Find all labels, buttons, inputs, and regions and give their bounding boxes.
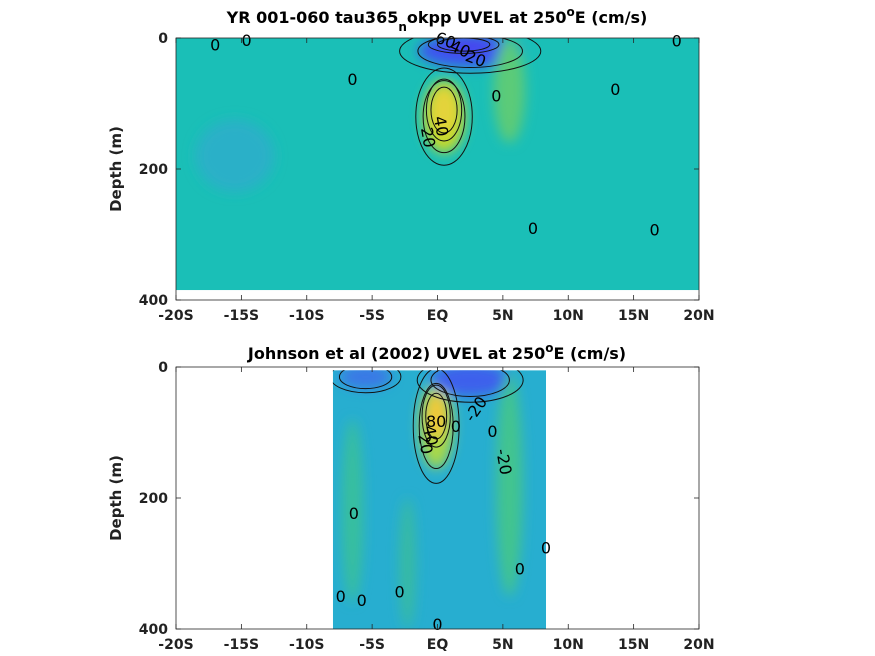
x-tick-label: -20S <box>158 637 193 653</box>
contour-label: 0 <box>672 31 682 50</box>
contour-line <box>422 80 466 154</box>
x-tick-label: 10N <box>553 637 584 653</box>
x-tick-label: 15N <box>618 308 649 324</box>
x-tick-label: 5N <box>492 308 513 324</box>
contour-line <box>427 38 500 54</box>
weak-east-feature <box>399 498 416 629</box>
westward-feature <box>339 370 392 389</box>
x-tick-label: 20N <box>683 637 714 653</box>
x-tick-label: EQ <box>427 637 449 653</box>
top-panel-ylabel: Depth (m) <box>107 126 125 212</box>
contour-line <box>437 38 491 52</box>
contour-label: 0 <box>649 221 659 240</box>
contour-line <box>425 392 448 440</box>
contour-label: 0 <box>487 422 497 441</box>
contour-label: 20 <box>414 432 436 455</box>
velocity-field <box>332 370 547 629</box>
contour-line <box>430 86 458 134</box>
contour-line <box>412 370 460 484</box>
contour-label: 0 <box>349 504 359 523</box>
y-tick-label: 200 <box>139 162 168 178</box>
contour-line <box>418 382 454 470</box>
bottom-panel: Johnson et al (2002) UVEL at 250oE (cm/s… <box>107 341 715 653</box>
contour-label: 0 <box>610 80 620 99</box>
weak-east-feature <box>342 419 363 603</box>
bottom-panel-title: Johnson et al (2002) UVEL at 250oE (cm/s… <box>247 341 626 363</box>
contour-label: 20 <box>417 126 439 149</box>
x-tick-label: 10N <box>553 308 584 324</box>
weak-west-feature <box>195 119 275 192</box>
contour-label: 0 <box>210 35 220 54</box>
contour-label: 0 <box>528 219 538 238</box>
contour-label: -20 <box>492 447 515 476</box>
x-tick-label: EQ <box>427 308 449 324</box>
contour-label: 0 <box>491 86 501 105</box>
contour-label: 40 <box>430 115 452 138</box>
contour-label: 0 <box>336 587 346 606</box>
westward-feature <box>437 38 490 52</box>
contour-label: 0 <box>242 31 252 50</box>
x-tick-label: -10S <box>289 637 324 653</box>
x-tick-label: -20S <box>158 308 193 324</box>
contour-line <box>416 370 524 403</box>
westward-feature <box>430 370 510 397</box>
velocity-field <box>176 38 699 291</box>
top-panel: YR 001-060 tau365nokpp UVEL at 250oE (cm… <box>107 5 715 324</box>
x-tick-label: -5S <box>359 308 385 324</box>
contour-line <box>338 370 393 390</box>
contour-label: 0 <box>394 582 404 601</box>
x-tick-label: 5N <box>492 637 513 653</box>
contour-line <box>399 38 542 74</box>
top-panel-title: YR 001-060 tau365nokpp UVEL at 250oE (cm… <box>226 5 648 34</box>
y-tick-label: 0 <box>158 31 168 47</box>
x-tick-label: -5S <box>359 637 385 653</box>
contour-line <box>415 67 473 166</box>
contour-line <box>332 370 402 394</box>
x-tick-label: -10S <box>289 308 324 324</box>
bottom-panel-ylabel: Depth (m) <box>107 455 125 541</box>
x-tick-label: 15N <box>618 637 649 653</box>
contour-line <box>421 384 451 448</box>
contour-label: 0 <box>541 539 551 558</box>
contour-label: 0 <box>347 70 357 89</box>
contour-label: 40 <box>420 424 442 447</box>
y-tick-label: 400 <box>139 622 168 638</box>
y-tick-label: 0 <box>158 360 168 376</box>
jet-feature <box>430 87 458 133</box>
contour-line <box>417 38 523 68</box>
jet-feature <box>425 393 447 440</box>
y-tick-label: 400 <box>139 293 168 309</box>
contour-label: 0 <box>451 417 461 436</box>
contour-label: 80 <box>426 412 446 431</box>
weak-east-feature <box>496 373 523 597</box>
x-tick-label: -15S <box>224 637 259 653</box>
y-tick-label: 200 <box>139 491 168 507</box>
contour-line <box>425 78 463 142</box>
contour-label: 0 <box>515 560 525 579</box>
contour-line <box>430 370 510 397</box>
x-tick-label: 20N <box>683 308 714 324</box>
contour-label: 0 <box>357 591 367 610</box>
x-tick-label: -15S <box>224 308 259 324</box>
